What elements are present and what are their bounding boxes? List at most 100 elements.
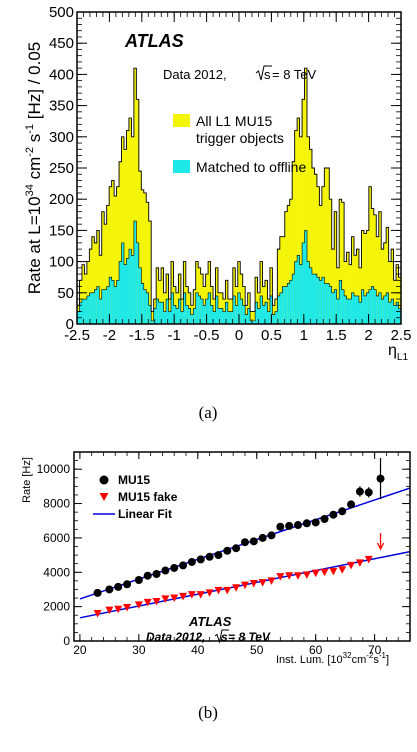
bar-all xyxy=(156,267,159,324)
bar-all xyxy=(349,264,352,324)
panel-label-b: (b) xyxy=(198,703,218,722)
bar-matched xyxy=(279,292,283,324)
ytick-label: 150 xyxy=(49,222,74,239)
bar-matched xyxy=(319,280,323,324)
bar-matched xyxy=(114,286,117,324)
bar-all xyxy=(106,205,110,324)
bar-all xyxy=(299,136,303,324)
bar-matched xyxy=(208,292,211,324)
bar-matched xyxy=(153,308,157,324)
bar-matched xyxy=(198,295,201,324)
bar-matched xyxy=(277,295,281,324)
bar-matched xyxy=(351,292,355,324)
bar-all xyxy=(252,311,256,324)
bar-all xyxy=(341,202,345,324)
point-mu15 xyxy=(123,580,132,589)
ytick-label: 4000 xyxy=(43,565,70,579)
bar-all xyxy=(94,242,98,324)
point-mu15-fake xyxy=(205,589,214,597)
bar-matched xyxy=(240,299,244,324)
bar-matched xyxy=(106,286,110,324)
bar-matched xyxy=(354,295,357,324)
bar-matched xyxy=(393,305,397,324)
chart-b-atlas-label: ATLAS xyxy=(188,614,232,629)
point-mu15 xyxy=(355,487,364,496)
xtick-label: 70 xyxy=(368,643,382,657)
ytick-label: 6000 xyxy=(43,531,70,545)
sqrt-icon xyxy=(214,629,229,644)
xtick-label: -0.5 xyxy=(194,327,220,344)
point-mu15 xyxy=(179,561,188,570)
bar-matched xyxy=(121,242,125,324)
bar-matched xyxy=(235,305,239,324)
bar-matched xyxy=(341,289,345,324)
bar-all xyxy=(373,214,377,324)
chart-b-ylabel: Rate [Hz] xyxy=(21,457,33,503)
chart-b-legend: MU15 MU15 fake Linear Fit xyxy=(93,473,178,521)
bar-matched xyxy=(373,289,377,324)
bar-matched xyxy=(255,302,258,324)
bar-matched xyxy=(252,320,256,324)
bar-matched xyxy=(195,292,199,324)
ytick-label: 8000 xyxy=(43,497,70,511)
bar-all xyxy=(148,221,152,324)
bar-all xyxy=(81,264,85,324)
bar-matched xyxy=(232,295,236,324)
bar-all xyxy=(128,118,132,324)
bar-all xyxy=(141,189,145,324)
point-mu15 xyxy=(347,500,356,509)
bar-matched xyxy=(378,292,382,324)
bar-matched xyxy=(96,286,100,324)
bar-matched xyxy=(151,320,154,324)
bar-matched xyxy=(358,302,362,324)
bar-matched xyxy=(363,295,367,324)
bar-matched xyxy=(173,305,177,324)
point-mu15-fake xyxy=(258,579,267,587)
bar-matched xyxy=(294,261,298,324)
ytick-label: 0 xyxy=(63,634,70,648)
legend-label-fake: MU15 fake xyxy=(118,490,178,504)
bar-matched xyxy=(158,302,162,324)
bar-matched xyxy=(324,283,328,324)
xtick-label: 30 xyxy=(132,643,146,657)
point-mu15-fake xyxy=(347,561,356,570)
point-mu15 xyxy=(205,552,214,561)
bar-all xyxy=(136,99,140,324)
xtick-label: 2.5 xyxy=(391,327,412,344)
bar-all xyxy=(371,208,375,324)
point-mu15-fake xyxy=(267,577,276,585)
bar-all xyxy=(378,211,382,324)
ytick-label: 10000 xyxy=(37,462,71,476)
bar-all xyxy=(366,230,370,324)
point-mu15 xyxy=(161,566,170,575)
bar-matched xyxy=(111,280,115,324)
ytick-label: 500 xyxy=(49,4,74,21)
bar-matched xyxy=(371,286,375,324)
bar-matched xyxy=(321,277,325,324)
bar-matched xyxy=(217,308,221,324)
chart-b-points xyxy=(93,458,385,618)
point-mu15 xyxy=(267,531,276,540)
bar-matched xyxy=(346,299,350,324)
bar-matched xyxy=(178,299,182,324)
bar-all xyxy=(388,261,392,324)
bar-matched xyxy=(344,295,347,324)
chart-a-legend: All L1 MU15 trigger objects Matched to o… xyxy=(173,113,306,175)
ytick-label: 400 xyxy=(49,66,74,83)
point-mu15-fake xyxy=(329,567,338,576)
bar-all xyxy=(331,249,335,324)
svg-text:= 8 TeV: = 8 TeV xyxy=(228,630,271,644)
bar-matched xyxy=(180,311,184,324)
bar-all xyxy=(287,205,291,324)
bar-matched xyxy=(99,299,103,324)
xtick-label: 0 xyxy=(235,327,243,344)
bar-all xyxy=(289,199,293,324)
chart-a: -2.5 -2 -1.5 -1 -0.5 0 0.5 1 1.5 2 2.5 0 50 100 150 200… xyxy=(24,4,411,422)
bar-all xyxy=(292,161,295,324)
bar-all xyxy=(104,224,107,324)
bar-matched xyxy=(170,292,174,324)
xtick-label: -2 xyxy=(103,327,116,344)
bar-all xyxy=(326,168,330,324)
point-mu15-fake xyxy=(143,598,152,607)
